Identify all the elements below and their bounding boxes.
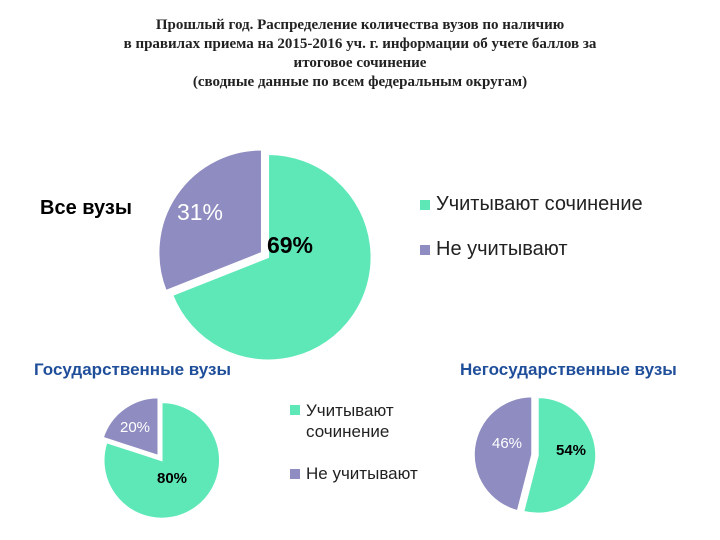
legend-state: Учитывают сочинение Не учитывают: [290, 400, 418, 484]
pie-slice-accounted: [103, 401, 221, 520]
legend-label: Не учитывают: [306, 464, 418, 483]
title-line: Прошлый год. Распределение количества ву…: [155, 17, 565, 33]
pie-chart-state: 80% 20%: [102, 396, 221, 520]
legend-swatch-accounted: [420, 200, 430, 210]
pie-title-nonstate: Негосударственные вузы: [460, 360, 677, 379]
title-line: итоговое сочинение: [293, 55, 427, 71]
pie-slice-not-accounted: [157, 149, 263, 292]
legend-item-not-accounted: Не учитывают: [420, 238, 643, 261]
legend-swatch-not-accounted: [420, 245, 430, 255]
data-label: 54%: [556, 442, 586, 459]
legend-swatch-not-accounted: [290, 469, 300, 479]
legend-label: Учитывают сочинение: [436, 193, 643, 215]
title-line: в правилах приема на 2015-2016 уч. г. ин…: [123, 36, 597, 52]
legend-item-accounted: Учитывают сочинение: [420, 193, 643, 216]
data-label: 20%: [120, 419, 150, 436]
title-line: (сводные данные по всем федеральным окру…: [192, 74, 528, 90]
data-label: 46%: [492, 435, 522, 452]
legend-all: Учитывают сочинение Не учитывают: [420, 193, 643, 261]
legend-label: Учитывают сочинение: [306, 401, 394, 441]
legend-label: Не учитывают: [436, 238, 568, 260]
legend-item-not-accounted: Не учитывают: [290, 464, 418, 484]
pie-title-all: Все вузы: [40, 197, 132, 219]
pie-chart-all: 69% 31%: [157, 149, 373, 361]
pie-chart-nonstate: 54% 46%: [473, 395, 597, 515]
data-label: 31%: [177, 199, 223, 225]
pie-title-state: Государственные вузы: [34, 360, 231, 379]
chart-title: Прошлый год. Распределение количества ву…: [110, 16, 610, 92]
legend-item-accounted: Учитывают сочинение: [290, 400, 418, 442]
legend-swatch-accounted: [290, 405, 300, 415]
data-label: 69%: [267, 232, 313, 258]
pie-slice-accounted: [171, 153, 373, 361]
pie-slice-not-accounted: [473, 395, 533, 512]
pie-slice-not-accounted: [102, 396, 159, 457]
pie-slice-accounted: [522, 396, 597, 515]
data-label: 80%: [157, 470, 187, 487]
